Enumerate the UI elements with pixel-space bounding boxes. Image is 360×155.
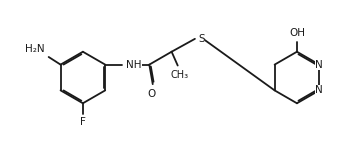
Text: F: F [80, 117, 86, 127]
Text: N: N [315, 60, 323, 70]
Text: H₂N: H₂N [25, 44, 45, 54]
Text: CH₃: CH₃ [171, 71, 189, 80]
Text: OH: OH [289, 28, 305, 38]
Text: NH: NH [126, 60, 141, 70]
Text: N: N [315, 85, 323, 95]
Text: S: S [198, 34, 205, 44]
Text: O: O [148, 89, 156, 99]
